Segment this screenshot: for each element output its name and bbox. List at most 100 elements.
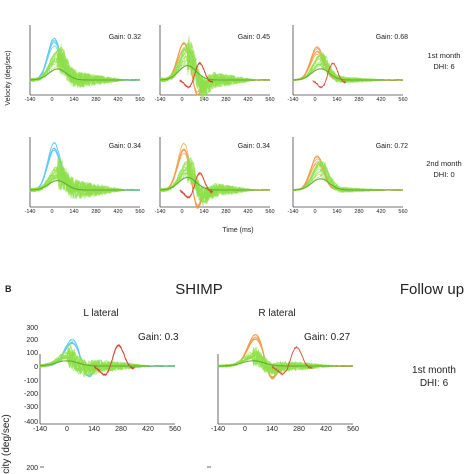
a21-mean-eye-trace	[30, 180, 140, 191]
tick-a11-3: 280	[91, 97, 100, 103]
tick-b2-4: 420	[320, 426, 332, 433]
a13-head-trace	[292, 53, 404, 81]
gain-a13: Gain: 0.68	[376, 34, 408, 41]
ytick-b-m100: -100	[24, 378, 38, 385]
tick-a21-2: 140	[69, 209, 78, 215]
tick-b2-0: -140	[211, 426, 225, 433]
panel-b-title: SHIMP	[175, 281, 223, 298]
panel-a-xlabel: Time (ms)	[222, 227, 253, 234]
panel-b-gain-left: Gain: 0.3	[138, 332, 179, 343]
tick-a23-0: -140	[287, 209, 298, 215]
row1-label-line1: 1st month	[428, 51, 461, 60]
tick-a23-5: 560	[398, 209, 407, 215]
a22-eye-trace	[159, 158, 270, 204]
panel-a-ylabel: Velocity (deg/sec)	[5, 50, 12, 105]
tick-a12-4: 420	[243, 97, 252, 103]
a22-head-trace	[159, 149, 271, 207]
b2-saccade-trace	[271, 345, 313, 376]
a23-head-trace	[292, 162, 404, 192]
tick-a22-3: 280	[221, 209, 230, 215]
ytick-b-m400: -400	[24, 419, 38, 426]
tick-b1-1: 0	[65, 426, 69, 433]
tick-a22-1: 0	[180, 209, 183, 215]
b1-mean-eye-trace	[39, 360, 175, 367]
a22-head-trace	[159, 148, 271, 208]
a13-mean-eye-trace	[293, 68, 403, 81]
tick-a11-0: -140	[24, 97, 35, 103]
ytick-b-m300: -300	[24, 404, 38, 411]
tick-a12-1: 0	[180, 97, 183, 103]
row2-label-line2: DHI: 0	[433, 170, 454, 179]
gain-a11: Gain: 0.32	[109, 34, 141, 41]
panel-b: B SHIMP Follow up L lateral R lateral Ga…	[1, 281, 464, 474]
ytick-b-0: 0	[34, 364, 38, 371]
tick-b1-5: 560	[169, 426, 181, 433]
b2-saccade-trace	[271, 346, 313, 376]
a22-head-trace	[159, 142, 271, 210]
panel-a-traces	[29, 25, 404, 210]
a13-head-trace	[293, 47, 404, 82]
tick-a23-4: 420	[376, 209, 385, 215]
ytick-b-100: 100	[26, 350, 38, 357]
gain-a21: Gain: 0.34	[109, 143, 141, 150]
gain-a12: Gain: 0.45	[238, 34, 270, 41]
tick-a21-5: 560	[135, 209, 144, 215]
b2-mean-eye-trace	[218, 360, 353, 367]
tick-a13-4: 420	[376, 97, 385, 103]
panel-b-ylabel: city (deg/sec)	[1, 414, 12, 473]
ytick-b-m200: -200	[24, 391, 38, 398]
b2-eye-trace	[217, 346, 353, 375]
panel-b-l-lateral: L lateral	[83, 308, 118, 319]
tick-b1-3: 280	[115, 426, 127, 433]
tick-b2-1: 0	[243, 426, 247, 433]
gain-a23: Gain: 0.72	[376, 143, 408, 150]
tick-a11-5: 560	[135, 97, 144, 103]
a22-mean-eye-trace	[159, 176, 270, 191]
tick-a12-2: 140	[199, 97, 208, 103]
a12-eye-trace	[159, 42, 270, 94]
a12-saccade-trace	[179, 62, 214, 88]
a21-eye-trace	[29, 164, 140, 199]
a22-head-trace	[159, 148, 271, 207]
ytick-b-partial-200: 200	[26, 465, 38, 472]
row1-label-line2: DHI: 6	[433, 62, 454, 71]
tick-b1-2: 140	[88, 426, 100, 433]
tick-a22-0: -140	[154, 209, 165, 215]
tick-a13-2: 140	[332, 97, 341, 103]
tick-b1-0: -140	[33, 426, 47, 433]
panel-b-row-label-line2: DHI: 6	[420, 378, 449, 389]
tick-a13-1: 0	[313, 97, 316, 103]
tick-a23-3: 280	[354, 209, 363, 215]
a11-mean-eye-trace	[30, 68, 140, 81]
panel-b-follow-up: Follow up	[400, 281, 464, 298]
panel-b-letter: B	[5, 284, 12, 294]
panel-b-gain-right: Gain: 0.27	[304, 332, 351, 343]
a12-mean-eye-trace	[159, 65, 270, 81]
tick-a23-2: 140	[332, 209, 341, 215]
tick-a11-4: 420	[113, 97, 122, 103]
tick-a21-1: 0	[50, 209, 53, 215]
ytick-b-200: 200	[26, 337, 38, 344]
tick-a21-0: -140	[24, 209, 35, 215]
a23-mean-eye-trace	[293, 178, 403, 191]
a13-saccade-trace	[312, 62, 347, 89]
tick-b2-3: 280	[293, 426, 305, 433]
tick-a12-5: 560	[265, 97, 274, 103]
b1-saccade-trace	[93, 344, 135, 377]
panel-a: Velocity (deg/sec) Time (ms) 1st month D…	[5, 25, 462, 234]
tick-a11-1: 0	[50, 97, 53, 103]
tick-a13-0: -140	[287, 97, 298, 103]
tick-a21-4: 420	[113, 209, 122, 215]
a12-eye-trace	[159, 45, 270, 96]
tick-a22-4: 420	[243, 209, 252, 215]
a13-eye-trace	[292, 53, 403, 84]
panel-b-row-label-line1: 1st month	[412, 365, 456, 376]
tick-a13-5: 560	[398, 97, 407, 103]
tick-a12-3: 280	[221, 97, 230, 103]
tick-a13-3: 280	[354, 97, 363, 103]
tick-a21-3: 280	[91, 209, 100, 215]
tick-a11-2: 140	[69, 97, 78, 103]
a13-head-trace	[292, 51, 404, 82]
tick-a12-0: -140	[154, 97, 165, 103]
